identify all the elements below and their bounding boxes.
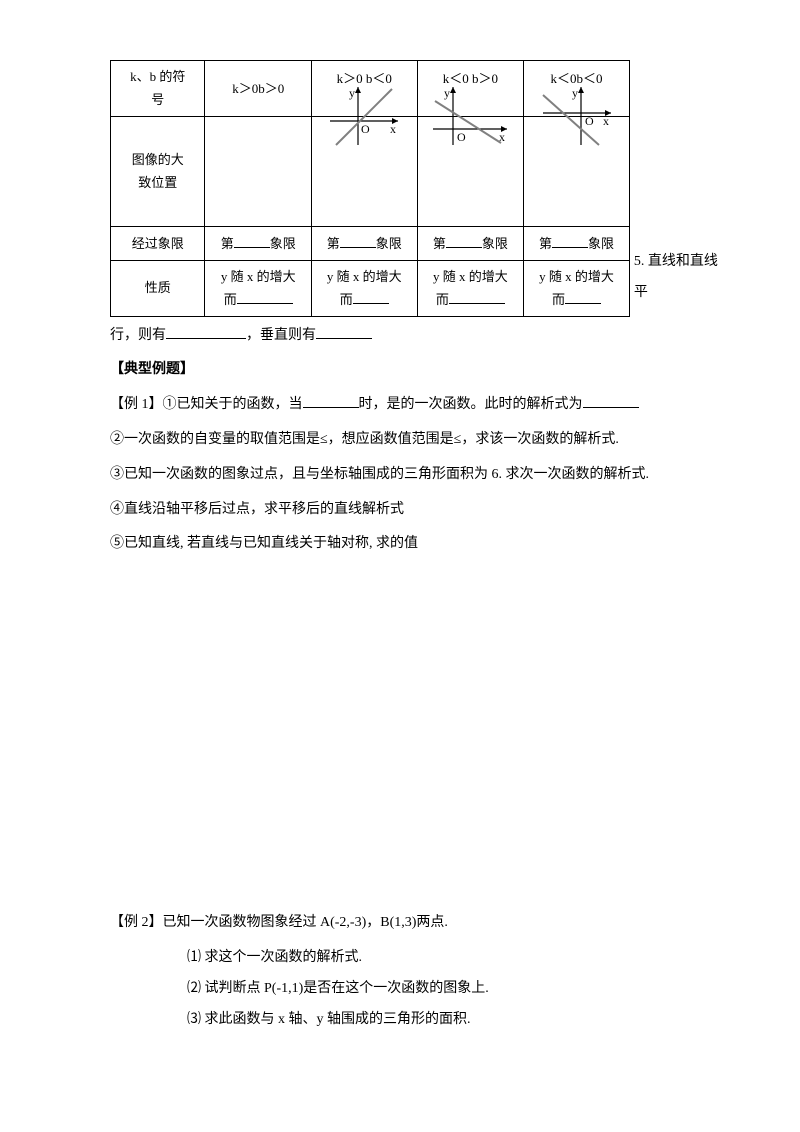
svg-text:y: y	[444, 86, 450, 100]
cell: k＜0b＜0 y x O	[524, 61, 630, 117]
chart-k-pos-b-neg: y x O	[324, 83, 404, 149]
svg-text:y: y	[349, 86, 355, 100]
text: 第	[433, 236, 446, 251]
blank	[449, 290, 505, 304]
cell: y 随 x 的增大而	[311, 260, 417, 316]
text: 号	[151, 92, 164, 107]
text: 而	[436, 292, 449, 307]
cell: 第 象限	[205, 226, 311, 260]
example-1-4: ④直线沿轴平移后过点，求平移后的直线解析式	[110, 495, 730, 526]
cell: 第 象限	[417, 226, 523, 260]
cell: 第 象限	[524, 226, 630, 260]
text: y 随 x 的增大	[539, 269, 614, 284]
properties-table: k、b 的符 号 k＞0b＞0 k＞0 b＜0 y x O k＜0 b＞0	[110, 60, 630, 317]
example-1: 【例 1】①已知关于的函数，当 时，是的一次函数。此时的解析式为	[110, 390, 730, 421]
blank	[583, 393, 639, 408]
text: 而	[340, 292, 353, 307]
text: 已知一次函数物图象经过 A(-2,-3)，B(1,3)两点.	[163, 915, 448, 930]
vertical-gap	[110, 564, 730, 904]
example-2-sub2: ⑵ 试判断点 P(-1,1)是否在这个一次函数的图象上.	[110, 974, 730, 1005]
section-header: 【典型例题】	[110, 355, 730, 386]
text: 而	[224, 292, 237, 307]
svg-text:x: x	[499, 130, 505, 144]
cell-property-label: 性质	[111, 260, 205, 316]
text: 行，则有	[110, 328, 166, 343]
cell: y 随 x 的增大而	[524, 260, 630, 316]
text: y 随 x 的增大	[327, 269, 402, 284]
chart-k-neg-b-pos: y x O	[427, 83, 513, 149]
text: 第	[539, 236, 552, 251]
blank	[446, 234, 482, 248]
text: ①已知关于的函数，当	[163, 397, 303, 412]
example-1-5: ⑤已知直线, 若直线与已知直线关于轴对称, 求的值	[110, 529, 730, 560]
example-1-3: ③已知一次函数的图象过点，且与坐标轴围成的三角形面积为 6. 求次一次函数的解析…	[110, 460, 730, 491]
svg-text:x: x	[390, 122, 396, 136]
example-label: 【例 2】	[110, 915, 163, 930]
cell: k＜0 b＞0 y x O	[417, 61, 523, 117]
text: 象限	[270, 236, 296, 251]
blank	[316, 324, 372, 339]
text: 而	[552, 292, 565, 307]
cell: 第 象限	[311, 226, 417, 260]
text: 第	[221, 236, 234, 251]
table-with-trailing-text: k、b 的符 号 k＞0b＞0 k＞0 b＜0 y x O k＜0 b＞0	[110, 60, 730, 317]
text: 象限	[588, 236, 614, 251]
blank	[237, 290, 293, 304]
blank	[166, 324, 246, 339]
cell-empty	[205, 116, 311, 226]
example-2: 【例 2】已知一次函数物图象经过 A(-2,-3)，B(1,3)两点.	[110, 908, 730, 939]
blank	[552, 234, 588, 248]
example-2-sub3: ⑶ 求此函数与 x 轴、y 轴围成的三角形的面积.	[110, 1005, 730, 1036]
text: 时，是的一次函数。此时的解析式为	[359, 397, 583, 412]
example-1-2: ②一次函数的自变量的取值范围是≤，想应函数值范围是≤，求该一次函数的解析式.	[110, 425, 730, 456]
text: 象限	[376, 236, 402, 251]
example-2-sub1: ⑴ 求这个一次函数的解析式.	[110, 943, 730, 974]
text: y 随 x 的增大	[221, 269, 296, 284]
text: k、b 的符	[130, 69, 185, 84]
table-row: k、b 的符 号 k＞0b＞0 k＞0 b＜0 y x O k＜0 b＞0	[111, 61, 630, 117]
text: 致位置	[138, 175, 177, 190]
text: ，垂直则有	[246, 328, 316, 343]
chart-k-neg-b-neg: y x O	[537, 83, 617, 149]
line5-trailing: 5. 直线和直线平	[634, 247, 730, 317]
cell-kb-sign: k、b 的符 号	[111, 61, 205, 117]
text: 象限	[482, 236, 508, 251]
line5-continued: 行，则有 ，垂直则有	[110, 321, 730, 352]
svg-text:O: O	[585, 114, 594, 128]
svg-text:O: O	[457, 130, 466, 144]
text: y 随 x 的增大	[433, 269, 508, 284]
cell-image-label: 图像的大 致位置	[111, 116, 205, 226]
text: 图像的大	[132, 152, 184, 167]
table-row: 性质 y 随 x 的增大而 y 随 x 的增大而 y 随 x 的增大而 y 随 …	[111, 260, 630, 316]
blank	[340, 234, 376, 248]
cell-quadrant-label: 经过象限	[111, 226, 205, 260]
cell: y 随 x 的增大而	[205, 260, 311, 316]
blank	[234, 234, 270, 248]
svg-text:O: O	[361, 122, 370, 136]
cell: y 随 x 的增大而	[417, 260, 523, 316]
blank	[303, 393, 359, 408]
blank	[353, 290, 389, 304]
blank	[565, 290, 601, 304]
table-row: 经过象限 第 象限 第 象限 第 象限 第 象限	[111, 226, 630, 260]
svg-text:y: y	[572, 86, 578, 100]
cell: k＞0b＞0	[205, 61, 311, 117]
text: 第	[327, 236, 340, 251]
example-label: 【例 1】	[110, 397, 163, 412]
cell: k＞0 b＜0 y x O	[311, 61, 417, 117]
svg-text:x: x	[603, 114, 609, 128]
